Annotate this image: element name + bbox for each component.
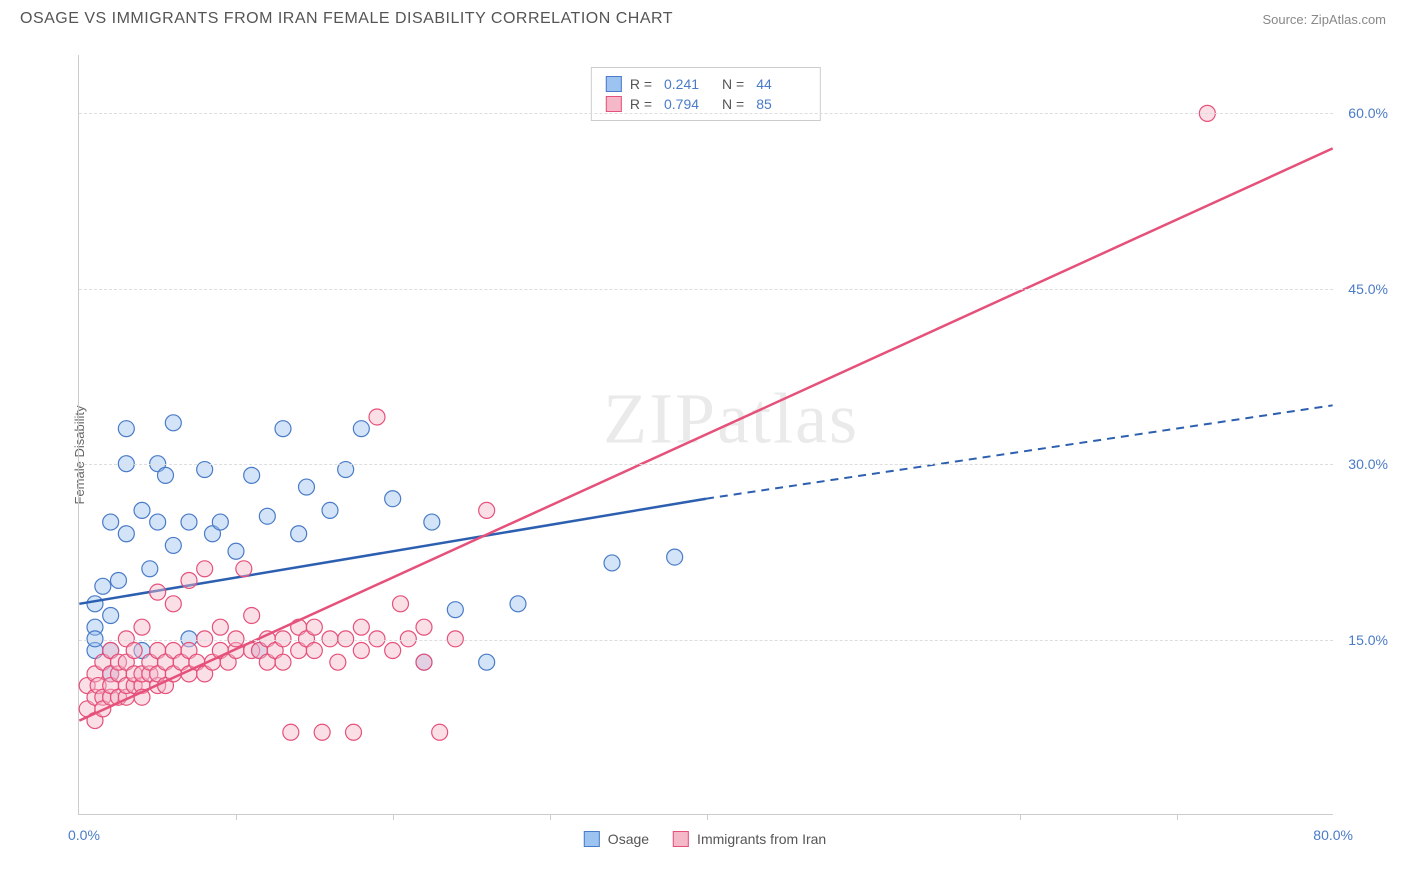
r-value-osage: 0.241 — [664, 76, 714, 92]
legend-label-osage: Osage — [608, 831, 649, 847]
x-tick — [1020, 814, 1021, 820]
n-value-osage: 44 — [756, 76, 806, 92]
data-point — [158, 467, 174, 483]
data-point — [322, 502, 338, 518]
data-point — [126, 643, 142, 659]
data-point — [283, 724, 299, 740]
data-point — [447, 602, 463, 618]
data-point — [346, 724, 362, 740]
legend-item-osage: Osage — [584, 831, 649, 847]
x-tick-80: 80.0% — [1313, 827, 1353, 843]
data-point — [118, 526, 134, 542]
data-point — [306, 643, 322, 659]
stat-row-osage: R = 0.241 N = 44 — [606, 74, 806, 94]
data-point — [212, 619, 228, 635]
data-point — [103, 608, 119, 624]
data-point — [479, 502, 495, 518]
x-tick-0: 0.0% — [68, 827, 100, 843]
data-point — [181, 514, 197, 530]
data-point — [424, 514, 440, 530]
data-point — [353, 421, 369, 437]
x-tick — [393, 814, 394, 820]
data-point — [212, 514, 228, 530]
legend-swatch-osage — [584, 831, 600, 847]
data-point — [181, 572, 197, 588]
x-tick — [707, 814, 708, 820]
data-point — [134, 619, 150, 635]
source-label: Source: ZipAtlas.com — [1262, 12, 1386, 27]
plot-svg — [79, 55, 1333, 814]
data-point — [604, 555, 620, 571]
data-point — [197, 561, 213, 577]
plot-area: ZIPatlas R = 0.241 N = 44 R = 0.794 N = … — [78, 55, 1333, 815]
data-point — [103, 514, 119, 530]
chart-container: Female Disability ZIPatlas R = 0.241 N =… — [30, 45, 1380, 865]
chart-title: OSAGE VS IMMIGRANTS FROM IRAN FEMALE DIS… — [20, 10, 673, 28]
data-point — [118, 421, 134, 437]
gridline — [79, 640, 1333, 641]
data-point — [330, 654, 346, 670]
series-legend: Osage Immigrants from Iran — [584, 831, 826, 847]
data-point — [275, 421, 291, 437]
data-point — [228, 543, 244, 559]
y-tick-label: 45.0% — [1348, 281, 1388, 297]
data-point — [510, 596, 526, 612]
data-point — [236, 561, 252, 577]
gridline — [79, 289, 1333, 290]
gridline — [79, 464, 1333, 465]
data-point — [416, 654, 432, 670]
data-point — [299, 479, 315, 495]
data-point — [95, 578, 111, 594]
data-point — [416, 619, 432, 635]
data-point — [306, 619, 322, 635]
data-point — [259, 508, 275, 524]
data-point — [244, 608, 260, 624]
x-tick — [1177, 814, 1178, 820]
data-point — [314, 724, 330, 740]
data-point — [165, 415, 181, 431]
data-point — [369, 409, 385, 425]
data-point — [134, 502, 150, 518]
y-tick-label: 30.0% — [1348, 456, 1388, 472]
data-point — [479, 654, 495, 670]
legend-label-iran: Immigrants from Iran — [697, 831, 826, 847]
x-tick — [236, 814, 237, 820]
data-point — [353, 643, 369, 659]
data-point — [165, 537, 181, 553]
r-value-iran: 0.794 — [664, 96, 714, 112]
legend-item-iran: Immigrants from Iran — [673, 831, 826, 847]
n-label: N = — [722, 96, 748, 112]
swatch-osage — [606, 76, 622, 92]
y-tick-label: 15.0% — [1348, 632, 1388, 648]
y-tick-label: 60.0% — [1348, 105, 1388, 121]
data-point — [142, 561, 158, 577]
data-point — [667, 549, 683, 565]
gridline — [79, 113, 1333, 114]
data-point — [150, 514, 166, 530]
trend-line-dashed — [706, 405, 1333, 498]
n-value-iran: 85 — [756, 96, 806, 112]
data-point — [165, 596, 181, 612]
x-tick — [550, 814, 551, 820]
legend-swatch-iran — [673, 831, 689, 847]
r-label: R = — [630, 76, 656, 92]
data-point — [291, 526, 307, 542]
trend-line — [79, 148, 1332, 720]
data-point — [432, 724, 448, 740]
data-point — [393, 596, 409, 612]
data-point — [353, 619, 369, 635]
data-point — [87, 596, 103, 612]
data-point — [385, 491, 401, 507]
data-point — [111, 572, 127, 588]
data-point — [385, 643, 401, 659]
data-point — [275, 654, 291, 670]
data-point — [244, 467, 260, 483]
swatch-iran — [606, 96, 622, 112]
stat-row-iran: R = 0.794 N = 85 — [606, 94, 806, 114]
data-point — [150, 584, 166, 600]
r-label: R = — [630, 96, 656, 112]
n-label: N = — [722, 76, 748, 92]
